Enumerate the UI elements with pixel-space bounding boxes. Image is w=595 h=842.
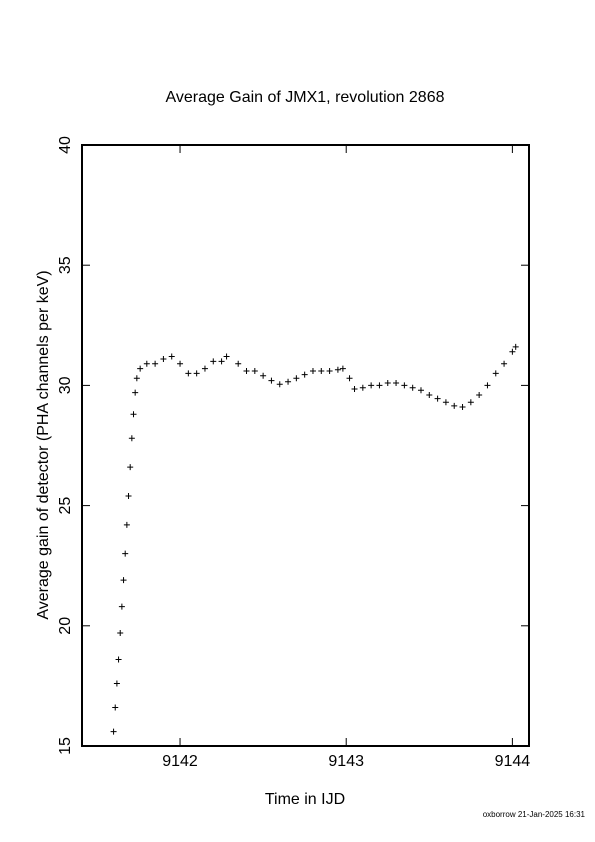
data-point xyxy=(251,367,258,374)
data-point xyxy=(351,386,358,393)
y-tick-label: 25 xyxy=(57,497,74,515)
data-point xyxy=(334,366,341,373)
data-point xyxy=(512,343,519,350)
y-axis-label: Average gain of detector (PHA channels p… xyxy=(35,270,52,619)
data-point xyxy=(133,375,140,382)
data-point xyxy=(130,411,137,418)
footer: oxborrow 21-Jan-2025 16:31 xyxy=(483,810,586,819)
data-point xyxy=(160,355,167,362)
y-tick-label: 20 xyxy=(57,617,74,635)
x-tick-label: 9142 xyxy=(162,753,198,770)
data-point xyxy=(168,353,175,360)
data-point xyxy=(243,367,250,374)
data-point xyxy=(223,353,230,360)
data-point xyxy=(509,348,516,355)
x-tick-label: 9144 xyxy=(495,753,531,770)
data-point xyxy=(260,372,267,379)
data-point xyxy=(451,402,458,409)
data-point xyxy=(368,382,375,389)
data-point xyxy=(201,365,208,372)
data-point xyxy=(442,399,449,406)
data-point xyxy=(117,630,124,637)
data-point xyxy=(285,378,292,385)
data-point xyxy=(125,492,132,499)
data-point xyxy=(484,382,491,389)
data-point xyxy=(152,360,159,367)
x-axis-label: Time in IJD xyxy=(265,791,345,808)
y-tick-label: 30 xyxy=(57,376,74,394)
data-point xyxy=(301,371,308,378)
data-point xyxy=(393,379,400,386)
data-point xyxy=(123,521,130,528)
data-point xyxy=(210,358,217,365)
data-point xyxy=(218,358,225,365)
data-point xyxy=(417,387,424,394)
data-point xyxy=(115,656,122,663)
y-tick-label: 35 xyxy=(57,256,74,274)
y-tick-label: 40 xyxy=(57,136,74,154)
data-point xyxy=(346,375,353,382)
data-point xyxy=(476,392,483,399)
data-point xyxy=(122,550,129,557)
data-point xyxy=(501,360,508,367)
data-point xyxy=(110,728,117,735)
data-point xyxy=(177,360,184,367)
data-point xyxy=(318,367,325,374)
data-point xyxy=(376,382,383,389)
chart-title: Average Gain of JMX1, revolution 2868 xyxy=(166,89,445,106)
data-point xyxy=(185,370,192,377)
y-tick-label: 15 xyxy=(57,737,74,755)
data-point xyxy=(401,382,408,389)
data-point xyxy=(293,375,300,382)
data-point xyxy=(268,377,275,384)
data-point xyxy=(132,389,139,396)
data-point xyxy=(118,603,125,610)
data-point xyxy=(143,360,150,367)
data-point xyxy=(409,384,416,391)
data-point xyxy=(339,365,346,372)
data-point xyxy=(309,367,316,374)
data-point xyxy=(112,704,119,711)
data-point xyxy=(359,384,366,391)
data-point xyxy=(426,392,433,399)
x-tick-label: 9143 xyxy=(328,753,364,770)
data-point xyxy=(326,367,333,374)
data-point xyxy=(467,399,474,406)
data-point xyxy=(193,370,200,377)
data-point xyxy=(492,370,499,377)
data-point xyxy=(276,381,283,388)
plot-frame xyxy=(81,144,530,747)
data-point xyxy=(120,577,127,584)
data-point xyxy=(127,464,134,471)
data-point xyxy=(459,404,466,411)
data-point xyxy=(434,395,441,402)
data-point xyxy=(137,365,144,372)
data-point xyxy=(128,435,135,442)
data-point xyxy=(235,360,242,367)
data-point xyxy=(384,379,391,386)
data-point xyxy=(113,680,120,687)
